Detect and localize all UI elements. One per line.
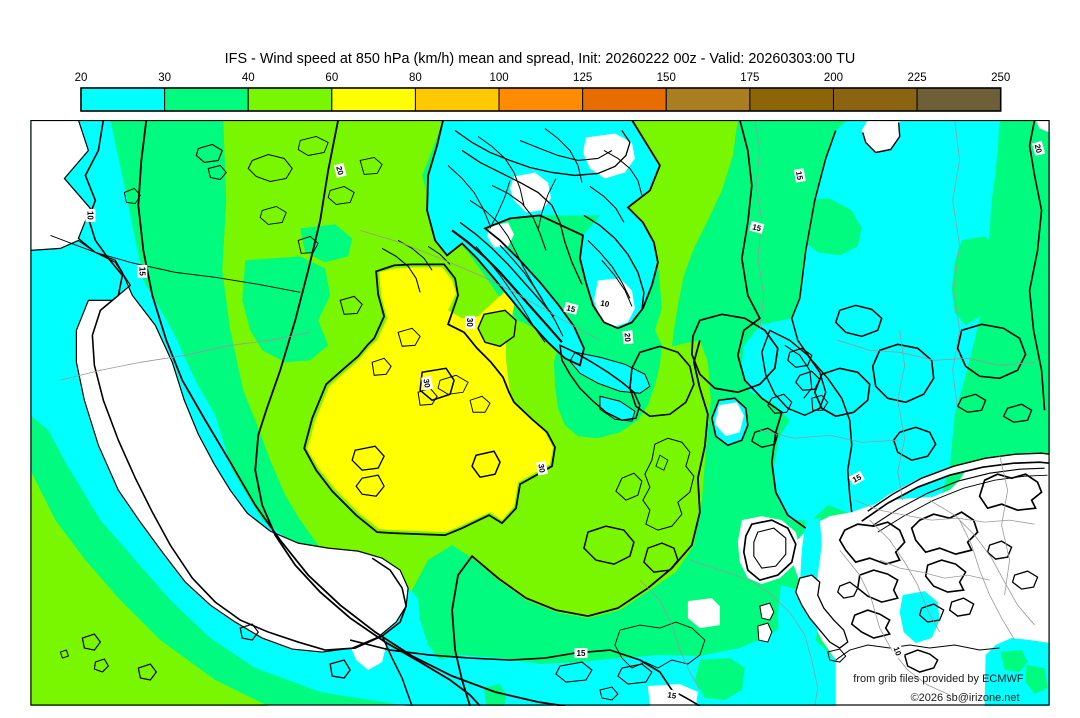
svg-text:10: 10 — [600, 298, 611, 309]
svg-text:60: 60 — [325, 72, 338, 84]
svg-text:30: 30 — [465, 317, 474, 326]
svg-text:200: 200 — [824, 72, 843, 84]
svg-text:15: 15 — [565, 303, 576, 314]
svg-text:15: 15 — [751, 222, 762, 233]
svg-text:15: 15 — [577, 649, 586, 658]
svg-text:20: 20 — [75, 72, 88, 84]
svg-text:20: 20 — [334, 165, 345, 176]
svg-text:250: 250 — [991, 72, 1010, 84]
svg-text:15: 15 — [667, 690, 678, 701]
svg-text:10: 10 — [891, 645, 903, 657]
svg-text:175: 175 — [740, 72, 759, 84]
svg-text:125: 125 — [573, 72, 592, 84]
svg-text:20: 20 — [623, 332, 633, 342]
svg-text:40: 40 — [242, 72, 255, 84]
svg-text:15: 15 — [794, 170, 805, 181]
svg-text:20: 20 — [1033, 143, 1044, 154]
svg-text:30: 30 — [421, 378, 432, 389]
svg-text:10: 10 — [85, 210, 94, 219]
svg-text:15: 15 — [137, 266, 146, 275]
svg-text:225: 225 — [907, 72, 926, 84]
svg-text:30: 30 — [536, 463, 547, 474]
svg-text:from grib files provided by EC: from grib files provided by ECMWF — [853, 673, 1024, 685]
svg-text:30: 30 — [158, 72, 171, 84]
svg-text:©2026 sb@irizone.net: ©2026 sb@irizone.net — [911, 692, 1020, 704]
svg-text:100: 100 — [489, 72, 508, 84]
svg-text:IFS - Wind speed at 850 hPa (k: IFS - Wind speed at 850 hPa (km/h) mean … — [225, 51, 856, 67]
svg-text:80: 80 — [409, 72, 422, 84]
svg-text:150: 150 — [657, 72, 676, 84]
